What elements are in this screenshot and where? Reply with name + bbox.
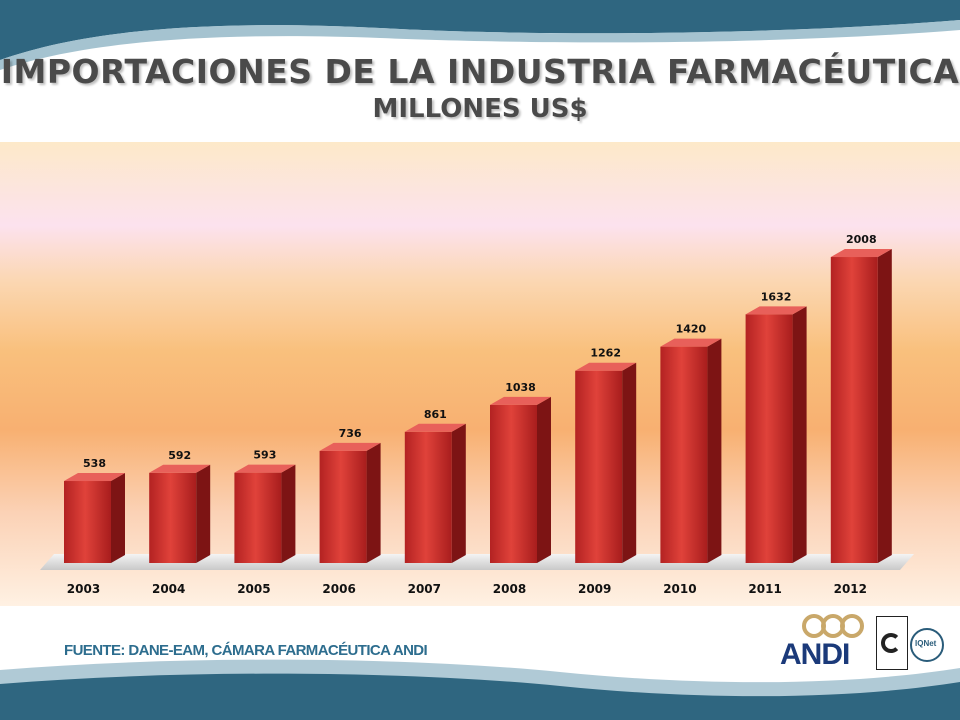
bar-2004 [149, 464, 211, 563]
bar-2009 [575, 362, 637, 563]
data-label-2004: 592 [168, 449, 191, 462]
source-note: FUENTE: DANE-EAM, CÁMARA FARMACÉUTICA AN… [64, 642, 428, 659]
bar-top [319, 442, 381, 451]
bar-top [149, 464, 211, 473]
bar-side [537, 396, 551, 563]
data-label-2010: 1420 [676, 323, 707, 336]
bar-top [830, 249, 892, 258]
bar-front [319, 450, 367, 563]
x-tick-label-2006: 2006 [322, 582, 355, 596]
bar-side [111, 473, 125, 563]
iqnet-label: IQNet [915, 639, 937, 648]
bar-front [234, 472, 282, 563]
bar-top [234, 464, 296, 473]
x-tick-label-2009: 2009 [578, 582, 611, 596]
bottom-wave-decoration [0, 659, 960, 720]
bar-side [196, 464, 211, 563]
bar-front [149, 472, 197, 563]
x-tick-label-2005: 2005 [237, 582, 270, 596]
data-label-2006: 736 [339, 427, 362, 440]
data-label-2005: 593 [253, 449, 276, 462]
bar-chart: 538 592 593 736 861 1038 1262 1420 1632 2008 2003… [40, 233, 914, 596]
bar-top [404, 423, 466, 432]
data-label-2008: 1038 [505, 381, 536, 394]
x-tick-label-2004: 2004 [152, 582, 185, 596]
bar-2010 [660, 338, 722, 563]
bar-2011 [745, 306, 807, 563]
bar-side [622, 362, 637, 563]
bar-2005 [234, 464, 296, 563]
andi-logo-text: ANDI [780, 638, 850, 671]
bar-top [490, 396, 551, 405]
bar-2003 [64, 473, 125, 563]
x-tick-label-2003: 2003 [67, 582, 100, 596]
bar-side [877, 249, 892, 563]
data-label-2012: 2008 [846, 233, 877, 246]
chart-title: IMPORTACIONES DE LA INDUSTRIA FARMACÉUTI… [0, 52, 960, 91]
data-label-2007: 861 [424, 408, 447, 421]
bar-side [281, 464, 296, 563]
icontec-certification-icon [876, 616, 908, 670]
x-tick-label-2011: 2011 [748, 582, 781, 596]
bar-side [451, 423, 466, 563]
bar-side [707, 338, 722, 563]
x-tick-label-2008: 2008 [493, 582, 526, 596]
bar-top [64, 473, 125, 482]
logo-area: ANDI IQNet [780, 612, 950, 672]
bar-front [490, 404, 537, 563]
bar-top [575, 362, 637, 371]
bar-2007 [404, 423, 466, 563]
andi-logo-rings-icon [802, 614, 864, 638]
data-label-2009: 1262 [590, 347, 621, 360]
iqnet-certification-icon: IQNet [910, 628, 944, 662]
bar-front [64, 481, 111, 563]
bar-top [660, 338, 722, 347]
bar-front [404, 431, 452, 563]
x-tick-label-2007: 2007 [408, 582, 441, 596]
bar-2008 [490, 396, 551, 563]
bar-front [830, 257, 878, 563]
bar-front [745, 314, 793, 563]
data-label-2011: 1632 [761, 290, 792, 303]
x-tick-label-2012: 2012 [834, 582, 867, 596]
chart-subtitle: MILLONES US$ [372, 94, 588, 124]
chart-panel: 538 592 593 736 861 1038 1262 1420 1632 2008 2003… [0, 142, 960, 606]
x-tick-label-2010: 2010 [663, 582, 696, 596]
bar-2006 [319, 442, 381, 563]
bar-side [366, 442, 381, 563]
bar-front [575, 370, 623, 563]
bar-side [792, 306, 807, 563]
bar-2012 [830, 249, 892, 563]
bar-top [745, 306, 807, 315]
bar-front [660, 346, 708, 563]
data-label-2003: 538 [83, 457, 106, 470]
top-wave-decoration [0, 0, 960, 70]
